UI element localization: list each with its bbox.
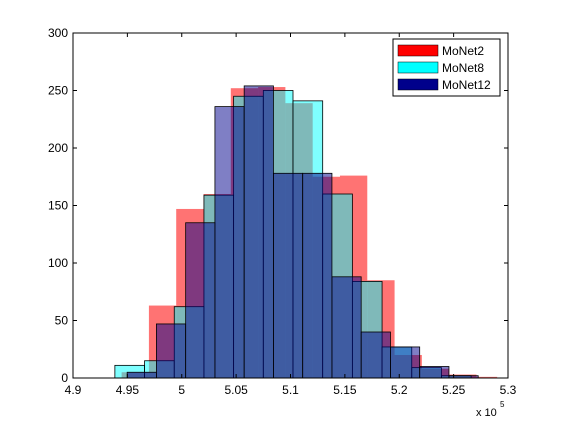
legend-label: MoNet8: [442, 61, 484, 75]
bar-monet12-5: [273, 172, 304, 379]
bar-monet2-13: [476, 376, 498, 378]
x-tick-label: 5.1: [282, 383, 299, 397]
x-scale-exponent-value: 5: [500, 400, 505, 409]
legend-label: MoNet2: [442, 44, 484, 58]
legend-item-monet8: MoNet8: [397, 61, 484, 75]
y-tick-label: 250: [48, 84, 68, 98]
legend-swatch: [397, 44, 439, 57]
y-tick-label: 50: [55, 314, 69, 328]
x-tick-label: 5.25: [442, 383, 466, 397]
x-tick-label: 4.9: [65, 383, 82, 397]
y-tick-label: 0: [61, 371, 68, 385]
bar-monet12-1: [156, 323, 187, 379]
bar-monet12-10: [419, 366, 450, 379]
x-axis: 4.9 4.95 5 5.05 5.1 5.15 5.2 5.25 5.3: [65, 33, 517, 397]
x-tick-label: 5.15: [333, 383, 357, 397]
legend-swatch: [397, 61, 439, 74]
legend-label: MoNet12: [442, 78, 491, 92]
x-scale-multiplier: x 10: [476, 407, 497, 419]
series-monet12: [126, 85, 479, 379]
bar-monet12-9: [390, 346, 421, 379]
legend-swatch: [397, 78, 439, 91]
bar-monet12-0: [126, 371, 157, 379]
bar-monet12-2: [185, 222, 216, 379]
bar-monet12-3: [214, 106, 245, 379]
bars-layer: [114, 85, 498, 379]
y-tick-label: 200: [48, 141, 68, 155]
y-tick-label: 100: [48, 256, 68, 270]
legend-item-monet12: MoNet12: [397, 78, 491, 92]
y-axis: 0 50 100 150 200 250 300: [48, 26, 508, 385]
x-tick-label: 5.05: [224, 383, 248, 397]
x-scale-exponent: x 10 5: [476, 400, 505, 419]
y-tick-label: 150: [48, 199, 68, 213]
legend: MoNet2 MoNet8 MoNet12: [392, 38, 501, 97]
bar-monet12-7: [331, 276, 362, 379]
y-tick-label: 300: [48, 26, 68, 40]
legend-item-monet2: MoNet2: [397, 44, 484, 58]
bar-monet12-4: [243, 85, 274, 379]
x-tick-label: 5: [178, 383, 185, 397]
x-tick-label: 5.2: [391, 383, 408, 397]
x-tick-label: 4.95: [116, 383, 140, 397]
bar-monet12-6: [302, 172, 333, 379]
x-tick-label: 5.3: [500, 383, 517, 397]
bar-monet12-8: [360, 331, 391, 379]
